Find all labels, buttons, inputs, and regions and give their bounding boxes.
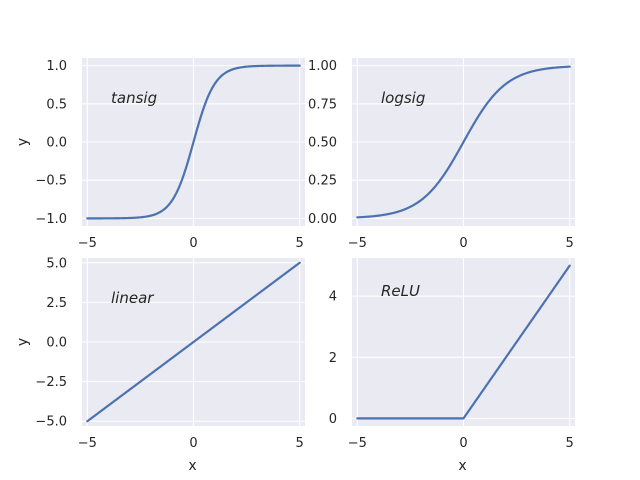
annotation-relu: ReLU [381,282,420,300]
series-line-logsig [356,65,571,219]
x-tick-label: 5 [296,436,304,451]
x-tick-label: −5 [78,236,97,251]
x-tick-label: 0 [459,436,467,451]
y-tick-label: 0.25 [308,174,337,189]
y-tick-label: −2.5 [35,375,67,390]
y-axis-label: y [15,138,31,146]
y-tick-label: −1.0 [35,212,67,227]
y-tick-label: −5.0 [35,415,67,430]
y-tick-label: 0.0 [46,336,67,351]
y-tick-label: 1.00 [308,59,337,74]
y-tick-label: 0 [329,412,337,427]
x-tick-label: 0 [459,236,467,251]
y-tick-label: 0.75 [308,97,337,112]
x-tick-label: −5 [78,436,97,451]
annotation-linear: linear [111,289,154,307]
series-line-tansig [86,64,301,220]
x-tick-label: 5 [566,236,574,251]
subplot-tansig: −5 0 5 −1.0 −0.5 0.0 0.5 1.0 tansig y [15,58,305,251]
y-axis-label: y [15,338,31,346]
y-tick-label: 2.5 [46,296,67,311]
x-axis-label: x [188,458,196,474]
annotation-tansig: tansig [111,89,157,107]
x-tick-label: 5 [296,236,304,251]
annotation-logsig: logsig [381,89,425,107]
x-tick-label: 0 [189,436,197,451]
subplot-logsig: −5 0 5 0.00 0.25 0.50 0.75 1.00 logsig [308,58,575,251]
series-line-relu [356,264,571,420]
y-tick-label: 0.0 [46,136,67,151]
y-tick-label: 0.5 [46,97,67,112]
subplot-relu: −5 0 5 0 2 4 ReLU x [329,258,575,474]
y-tick-label: 5.0 [46,256,67,271]
y-tick-label: −0.5 [35,174,67,189]
y-tick-label: 4 [329,290,337,305]
x-axis-label: x [458,458,466,474]
x-tick-label: −5 [348,236,367,251]
subplot-linear: −5 0 5 −5.0 −2.5 0.0 2.5 5.0 linear y x [15,256,305,474]
x-tick-label: 0 [189,236,197,251]
y-tick-label: 0.50 [308,136,337,151]
y-tick-label: 0.00 [308,212,337,227]
x-tick-label: −5 [348,436,367,451]
y-tick-label: 1.0 [46,59,67,74]
y-tick-label: 2 [329,351,337,366]
x-tick-label: 5 [566,436,574,451]
series-line-linear [86,261,301,423]
